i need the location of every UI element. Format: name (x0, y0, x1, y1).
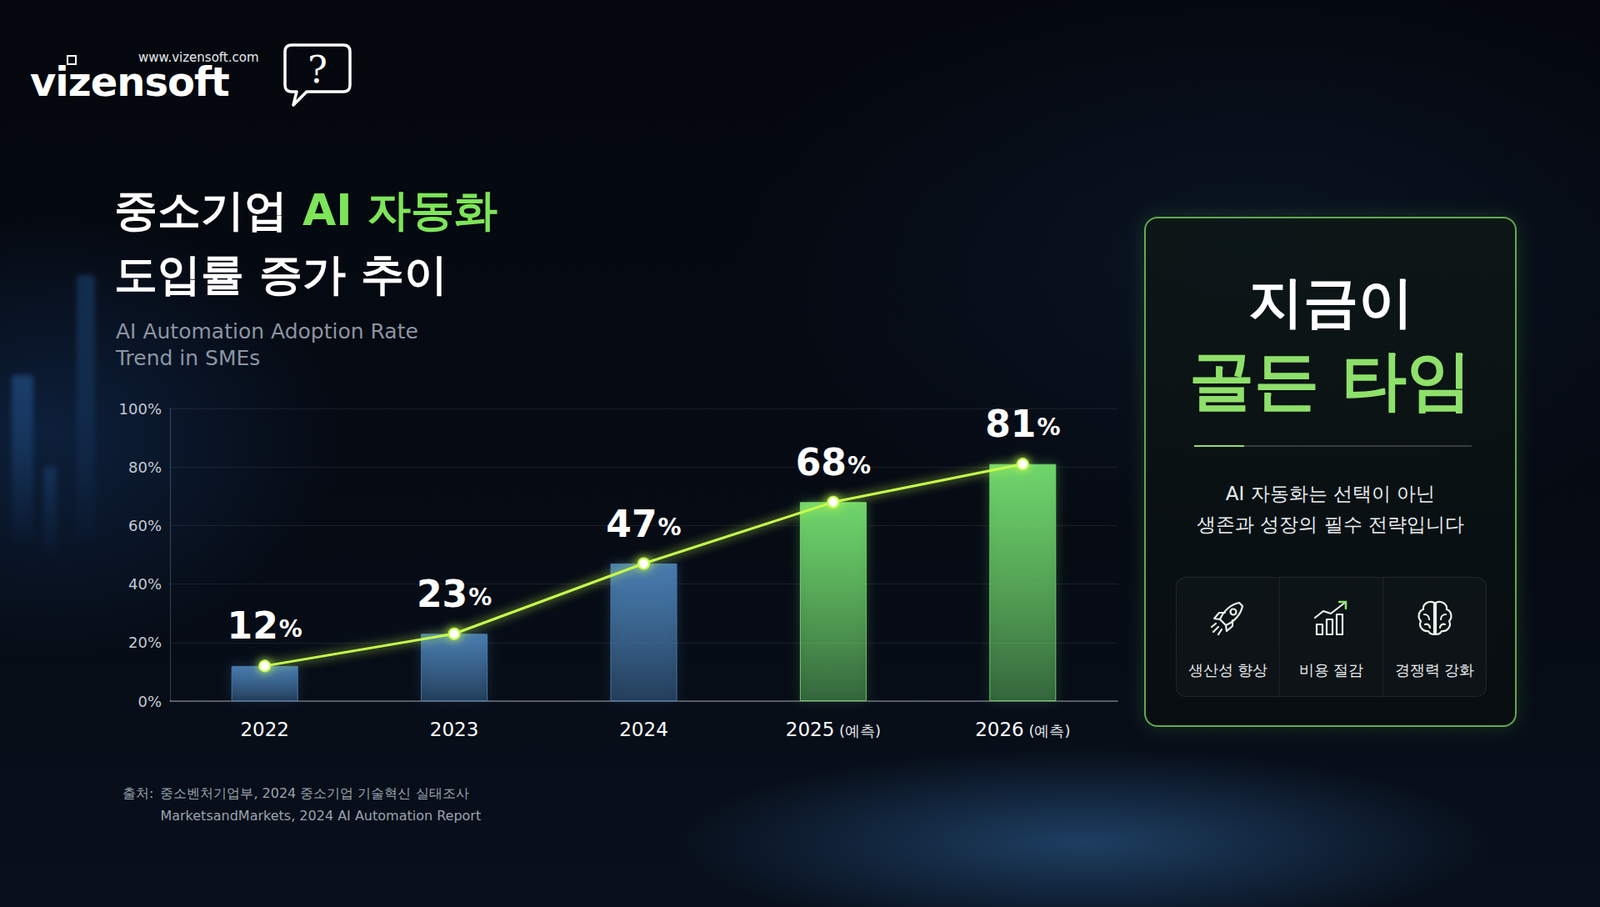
html-text:AI 자동화는 선택이 아닌: AI 자동화는 선택이 아닌 (1225, 482, 1436, 505)
svg-text:(예측): (예측) (1024, 721, 1071, 740)
svg-text:%: % (847, 451, 871, 480)
html-text:vizensoft: vizensoft (30, 58, 229, 105)
svg-text:68: 68 (795, 440, 847, 484)
svg-text:(예측): (예측) (834, 721, 881, 740)
html-text:출처:: 출처: (122, 785, 154, 801)
svg-text:80%: 80% (128, 458, 162, 476)
html-text:중소벤처기업부, 2024 중소기업 기술혁신 실태조사: 중소벤처기업부, 2024 중소기업 기술혁신 실태조사 (160, 785, 469, 801)
svg-text:47: 47 (605, 502, 657, 545)
html-text:AI Automation Adoption Rate: AI Automation Adoption Rate (115, 319, 419, 344)
svg-text:81: 81 (985, 402, 1036, 445)
svg-text:%: % (1036, 413, 1060, 441)
svg-text:2022: 2022 (240, 718, 290, 740)
html-text:지금이: 지금이 (1247, 270, 1413, 335)
svg-text:2023: 2023 (430, 718, 480, 740)
svg-text:0%: 0% (137, 692, 162, 710)
html-text:www.vizensoft.com: www.vizensoft.com (138, 50, 259, 65)
svg-text:%: % (468, 583, 492, 611)
svg-text:12: 12 (227, 604, 279, 647)
svg-text:23: 23 (416, 572, 468, 615)
html-text:MarketsandMarkets, 2024 AI Aut: MarketsandMarkets, 2024 AI Automation Re… (160, 807, 481, 824)
html-text:Trend in SMEs: Trend in SMEs (115, 345, 261, 370)
svg-text:40%: 40% (128, 575, 162, 593)
svg-text:2024: 2024 (619, 718, 669, 740)
svg-text:?: ? (307, 48, 328, 91)
svg-text:60%: 60% (128, 516, 162, 535)
svg-text:100%: 100% (119, 400, 162, 418)
html-text:중소기업AI 자동화: 중소기업AI 자동화 (114, 185, 498, 235)
html-text:도입률 증가 추이: 도입률 증가 추이 (114, 249, 448, 300)
svg-text:20%: 20% (128, 633, 162, 651)
html-text:생존과 성장의 필수 전략입니다: 생존과 성장의 필수 전략입니다 (1196, 513, 1465, 535)
svg-text:%: % (658, 513, 682, 541)
svg-text:%: % (279, 615, 303, 643)
html-text:골든 타임: 골든 타임 (1189, 342, 1472, 418)
html-text:비용 절감: 비용 절감 (1298, 660, 1364, 679)
html-text:경쟁력 강화: 경쟁력 강화 (1394, 660, 1475, 679)
svg-text:2026: 2026 (975, 718, 1025, 740)
svg-text:2025: 2025 (785, 718, 835, 740)
html-text:생산성 향상: 생산성 향상 (1188, 660, 1268, 679)
